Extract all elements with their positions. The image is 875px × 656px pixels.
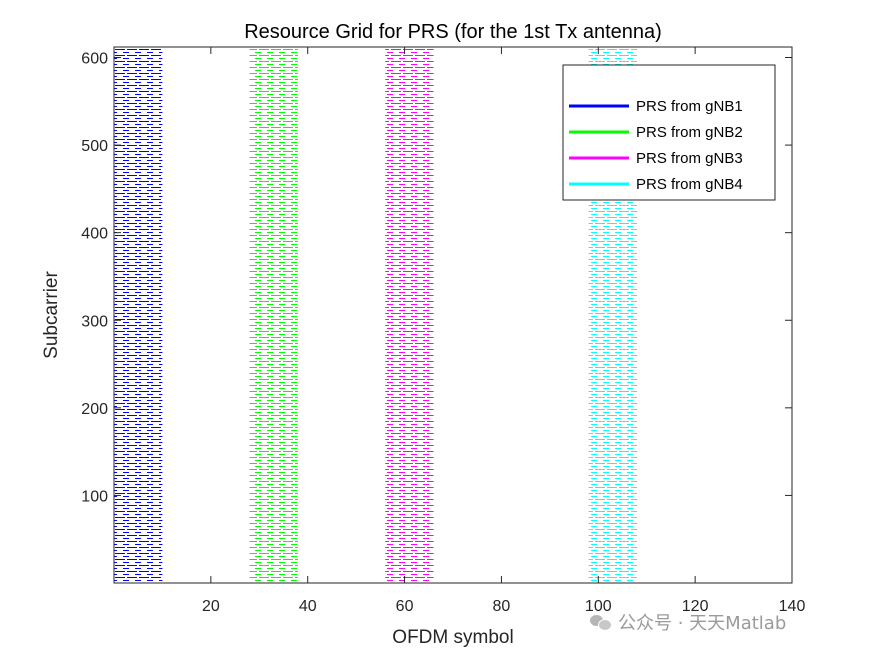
y-tick-label: 300 <box>81 313 108 330</box>
legend-label: PRS from gNB4 <box>636 176 743 193</box>
watermark: 公众号 · 天天Matlab <box>590 608 786 636</box>
legend-label: PRS from gNB1 <box>636 98 743 115</box>
x-axis: 20 40 60 80 100 120 140 <box>202 47 805 615</box>
x-tick-label: 120 <box>682 598 709 615</box>
legend-label: PRS from gNB2 <box>636 124 743 141</box>
x-tick-label: 40 <box>299 598 317 615</box>
y-tick-label: 600 <box>81 51 108 68</box>
legend: PRS from gNB1 PRS from gNB2 PRS from gNB3 P… <box>562 64 776 201</box>
legend-label: PRS from gNB3 <box>636 150 743 167</box>
axes-box <box>113 46 793 584</box>
y-axis: 100 200 300 400 500 600 <box>81 51 792 505</box>
x-tick-label: 20 <box>202 598 220 615</box>
x-axis-label: OFDM symbol <box>392 627 513 648</box>
x-tick-label: 80 <box>493 598 511 615</box>
chart-title: Resource Grid for PRS (for the 1st Tx an… <box>244 21 662 43</box>
watermark-text: 公众号 · 天天Matlab <box>618 613 787 634</box>
x-tick-label: 60 <box>396 598 414 615</box>
x-tick-label: 100 <box>585 598 612 615</box>
y-tick-label: 100 <box>81 488 108 505</box>
y-tick-label: 400 <box>81 226 108 243</box>
prs-block-1 <box>114 47 163 583</box>
y-axis-label: Subcarrier <box>41 271 62 359</box>
y-tick-label: 500 <box>81 138 108 155</box>
y-tick-label: 200 <box>81 401 108 418</box>
plot-area <box>114 47 638 583</box>
wechat-icon <box>590 613 612 631</box>
x-tick-label: 140 <box>779 598 806 615</box>
prs-block-2 <box>249 47 299 583</box>
prs-block-3 <box>385 47 434 583</box>
